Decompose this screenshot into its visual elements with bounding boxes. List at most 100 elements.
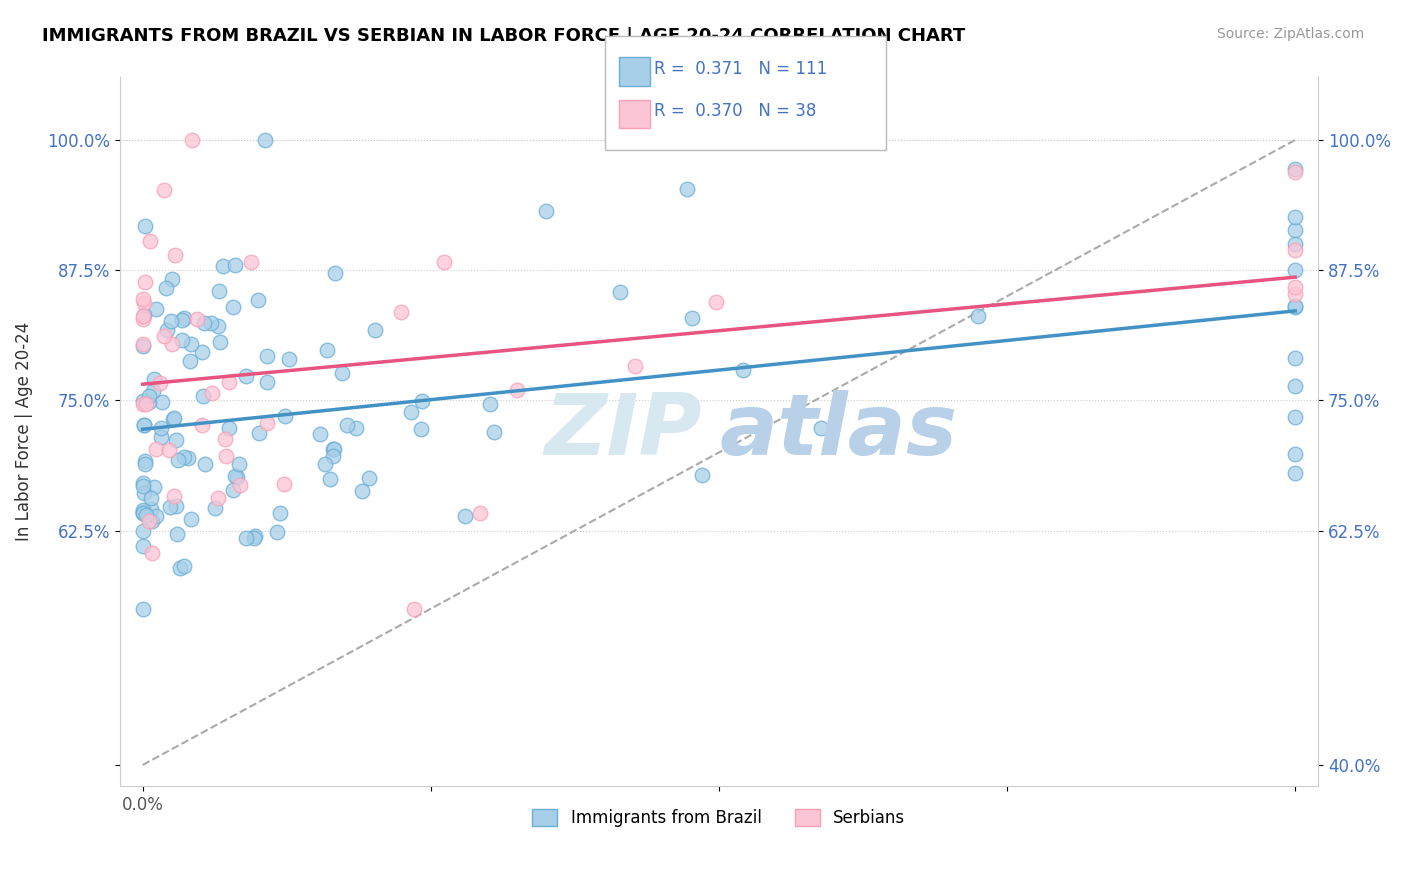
Point [810, 421, 832, 435]
Point [1284, 223, 1306, 237]
Point [1284, 263, 1306, 277]
Point [132, 396, 155, 410]
Point [676, 182, 699, 196]
Point [325, 266, 347, 280]
Point [470, 506, 492, 520]
Point [132, 337, 155, 351]
Point [273, 476, 295, 491]
Point [132, 417, 155, 432]
Point [169, 561, 191, 575]
Point [163, 410, 186, 425]
Point [389, 304, 412, 318]
Point [132, 506, 155, 520]
Point [139, 502, 162, 516]
Point [156, 323, 179, 337]
Point [224, 258, 246, 272]
Text: IMMIGRANTS FROM BRAZIL VS SERBIAN IN LABOR FORCE | AGE 20-24 CORRELATION CHART: IMMIGRANTS FROM BRAZIL VS SERBIAN IN LAB… [42, 27, 966, 45]
Point [176, 450, 198, 465]
Point [314, 458, 336, 472]
Point [131, 292, 153, 306]
Point [166, 527, 188, 541]
Point [132, 296, 155, 310]
Point [222, 483, 245, 498]
Point [135, 397, 157, 411]
Point [1284, 236, 1306, 251]
Point [132, 394, 155, 409]
Point [149, 376, 172, 391]
Point [134, 219, 156, 233]
Point [138, 389, 160, 403]
Legend: Immigrants from Brazil, Serbians: Immigrants from Brazil, Serbians [526, 803, 912, 834]
Point [534, 204, 557, 219]
Point [163, 489, 186, 503]
Point [363, 323, 385, 337]
Point [145, 442, 167, 457]
Point [214, 450, 236, 464]
Point [404, 601, 426, 615]
Point [142, 384, 165, 399]
Point [235, 531, 257, 545]
Point [143, 480, 166, 494]
Point [690, 468, 713, 483]
Point [134, 454, 156, 468]
Point [193, 389, 215, 403]
Point [350, 484, 373, 499]
Point [319, 472, 342, 486]
Point [1284, 243, 1306, 257]
Point [163, 248, 186, 262]
Y-axis label: In Labor Force | Age 20-24: In Labor Force | Age 20-24 [15, 322, 32, 541]
Point [132, 475, 155, 490]
Point [132, 506, 155, 520]
Point [173, 559, 195, 574]
Point [1284, 299, 1306, 313]
Point [159, 314, 181, 328]
Point [506, 384, 529, 398]
Point [322, 449, 344, 463]
Point [167, 453, 190, 467]
Point [482, 425, 505, 440]
Point [186, 311, 208, 326]
Point [681, 310, 703, 325]
Point [172, 313, 194, 327]
Point [159, 500, 181, 514]
Point [194, 457, 217, 471]
Point [181, 133, 204, 147]
Point [145, 509, 167, 524]
Point [162, 411, 184, 425]
Point [150, 395, 173, 409]
Point [141, 514, 163, 528]
Point [191, 345, 214, 359]
Point [152, 182, 174, 196]
Point [179, 354, 201, 368]
Point [226, 470, 249, 484]
Point [256, 349, 278, 363]
Point [224, 469, 246, 483]
Point [246, 293, 269, 307]
Point [180, 336, 202, 351]
Point [138, 514, 160, 528]
Point [1284, 211, 1306, 225]
Point [344, 421, 367, 435]
Point [165, 433, 187, 447]
Point [193, 316, 215, 330]
Point [207, 491, 229, 505]
Point [256, 376, 278, 390]
Point [399, 405, 422, 419]
Point [1284, 466, 1306, 480]
Point [201, 385, 224, 400]
Point [134, 308, 156, 322]
Point [245, 528, 267, 542]
Point [157, 442, 180, 457]
Point [132, 503, 155, 517]
Point [211, 259, 233, 273]
Point [218, 421, 240, 435]
Point [138, 394, 160, 409]
Point [254, 133, 277, 147]
Point [609, 285, 631, 299]
Text: ZIP: ZIP [544, 390, 702, 473]
Point [180, 512, 202, 526]
Point [479, 397, 502, 411]
Point [141, 546, 163, 560]
Point [134, 457, 156, 471]
Point [207, 319, 229, 334]
